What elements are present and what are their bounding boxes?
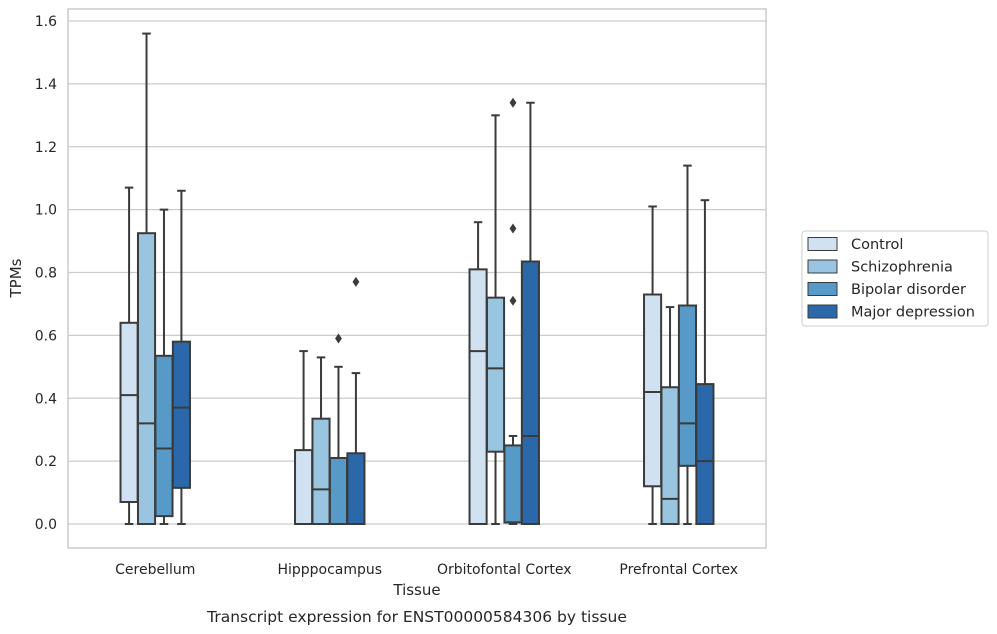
box-2-0 [468,221,488,526]
y-tick-label: 0.6 [35,328,57,344]
box-body [660,386,680,526]
y-tick-label: 1.0 [35,203,57,219]
legend-label: Major depression [851,305,975,321]
y-tick-label: 1.4 [35,77,57,93]
legend-label: Bipolar disorder [851,282,966,298]
legend-label: Control [851,237,903,253]
y-tick-label: 1.6 [35,14,57,30]
box-body [136,232,157,525]
y-tick-label: 0.4 [35,391,57,407]
box-1-0 [294,350,314,526]
box-2-1 [485,114,506,525]
box-body [346,452,366,525]
box-body [294,449,314,526]
box-1-3 [346,276,366,525]
chart-caption: Transcript expression for ENST0000058430… [206,608,627,626]
box-body [468,268,488,526]
y-tick-label: 0.0 [35,517,57,533]
legend-swatch [807,304,838,319]
y-tick-label: 0.2 [35,454,57,470]
box-0-0 [119,186,139,525]
y-tick-label: 0.8 [35,266,57,282]
box-body [154,354,174,518]
outlier-point [352,276,360,287]
box-1-1 [311,356,331,526]
x-tick-label: Cerebellum [115,562,195,578]
x-tick-label: Hipppocampus [277,562,382,578]
box-body [503,444,523,524]
x-axis-label: Tissue [392,581,440,599]
box-body [643,293,663,488]
box-body [328,456,349,526]
box-2-3 [520,101,540,525]
box-body [520,260,540,525]
box-0-3 [171,189,191,525]
box-body [485,296,506,453]
legend-frame [801,230,989,327]
box-body [311,417,331,526]
x-tick-label: Orbitofontal Cortex [437,562,572,578]
legend-swatch [807,259,838,274]
y-axis-label: TPMs [7,258,25,298]
y-axis-ticks: 0.0 0.2 0.4 0.6 0.8 1.0 1.2 1.4 1.6 [35,14,57,533]
legend-swatch [807,237,838,251]
boxes [119,32,715,526]
box-0-2 [154,208,174,525]
x-axis-ticks: Cerebellum Hipppocampus Orbitofontal Corte… [115,562,738,578]
outlier-point [335,333,342,344]
outlier-point [509,223,517,234]
box-3-0 [643,205,663,525]
box-1-2 [328,333,349,526]
box-body [677,304,698,467]
box-body [119,321,139,503]
plot-frame [67,8,767,549]
legend-swatch [807,282,838,296]
box-3-3 [695,199,715,525]
box-3-1 [660,306,680,526]
legend-label: Schizophrenia [851,260,953,276]
box-body [171,340,191,489]
box-3-2 [677,164,698,525]
box-0-1 [136,32,157,525]
y-tick-label: 1.2 [35,140,57,156]
box-body [695,383,715,525]
outlier-point [509,295,517,306]
legend-items: Control Schizophrenia Bipolar disorder Majo… [807,237,975,321]
outlier-point [509,97,517,108]
legend: Control Schizophrenia Bipolar disorder Majo… [801,230,989,327]
box-2-2 [503,97,523,525]
x-tick-label: Prefrontal Cortex [619,562,738,578]
